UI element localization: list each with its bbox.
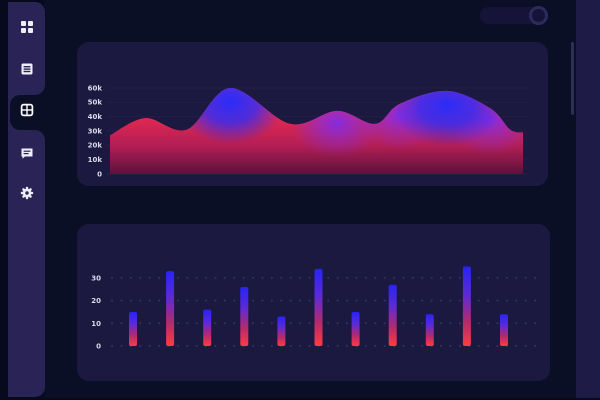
sidebar-item-list[interactable] — [18, 60, 35, 77]
sidebar-item-dashboard[interactable] — [18, 18, 35, 35]
svg-text:0: 0 — [96, 343, 101, 351]
chat-icon — [21, 148, 32, 159]
sidebar-item-apps[interactable] — [18, 101, 35, 118]
svg-text:0: 0 — [97, 170, 102, 178]
svg-text:10k: 10k — [88, 156, 103, 164]
area-chart: 0 10k 20k 30k 40k 50k 60k — [88, 84, 527, 178]
bar-chart-y-axis-labels: 0 10 20 30 — [91, 274, 101, 350]
notch-curve-bottom — [35, 130, 45, 140]
bar — [203, 309, 212, 346]
bar — [351, 311, 360, 346]
table-icon — [20, 103, 33, 116]
bar — [277, 316, 286, 346]
svg-text:30: 30 — [91, 274, 101, 282]
sidebar-item-settings[interactable] — [18, 184, 35, 201]
bar-chart-series — [129, 266, 508, 346]
bar — [240, 286, 249, 346]
sidebar-item-messages[interactable] — [18, 144, 35, 161]
bar — [500, 314, 508, 346]
bar — [388, 284, 397, 346]
svg-text:60k: 60k — [88, 84, 103, 92]
svg-text:30k: 30k — [88, 127, 103, 135]
bar — [129, 311, 137, 346]
vertical-scrollbar[interactable] — [571, 42, 574, 115]
list-icon — [21, 63, 32, 74]
active-item-notch — [10, 95, 45, 130]
bar — [314, 268, 323, 346]
svg-text:40k: 40k — [88, 113, 103, 121]
bar — [462, 266, 471, 346]
svg-text:20: 20 — [91, 297, 101, 305]
area-chart-y-axis-labels: 0 10k 20k 30k 40k 50k 60k — [88, 84, 103, 178]
grid-icon — [20, 20, 33, 33]
area-chart-panel: 0 10k 20k 30k 40k 50k 60k — [77, 42, 548, 186]
bar — [425, 314, 434, 346]
bar-chart-panel: 0 10 20 30 — [77, 224, 550, 381]
bar — [166, 271, 175, 346]
svg-text:10: 10 — [91, 320, 101, 328]
gear-icon — [20, 186, 33, 199]
bar-chart: 0 10 20 30 — [91, 266, 543, 351]
crescent-decoration-icon — [529, 6, 548, 25]
svg-text:20k: 20k — [88, 142, 103, 150]
notch-curve-top — [35, 85, 45, 95]
right-edge-panel — [576, 0, 600, 398]
bar-chart-dot-grid — [111, 276, 543, 347]
svg-text:50k: 50k — [88, 99, 103, 107]
